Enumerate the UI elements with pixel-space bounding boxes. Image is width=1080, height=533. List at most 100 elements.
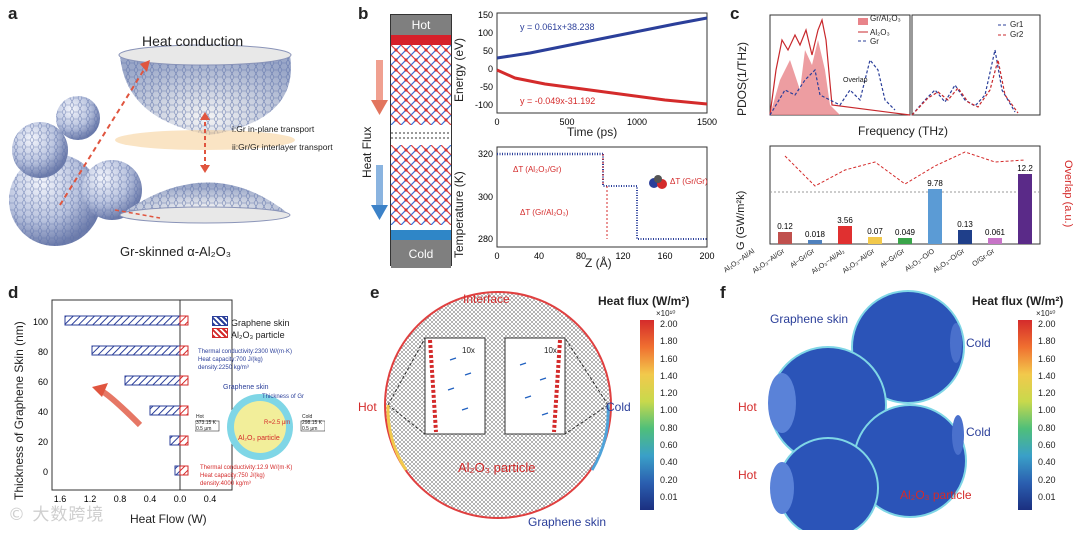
f-particle-label: Al₂O₃ particle: [900, 488, 972, 502]
thickness-ylabel: Thickness of Graphene Skin (nm): [12, 321, 26, 500]
al2o3-bar: [179, 345, 189, 356]
temperature-ylabel: Temperature (K): [452, 171, 466, 258]
heat-flow-xtick: 0.4: [144, 494, 157, 504]
dt-al2o3-gr: ΔT (Al₂O₃/Gr): [513, 165, 562, 174]
conductance-bar: [928, 189, 942, 244]
pdos-legend-gr2: Gr2: [1010, 30, 1024, 39]
category-label: Al₂O₃−Al/Gr: [751, 248, 787, 276]
al2o3-bar: [179, 315, 189, 326]
temperature-xtick: 200: [699, 251, 714, 261]
conductance-value: 0.049: [895, 228, 916, 237]
colorbar-tick: 0.01: [1038, 491, 1056, 502]
al2o3-bar: [179, 435, 189, 446]
fit-lower-label: y = -0.049x-31.192: [520, 96, 596, 106]
interlayer-label: ii:Gr/Gr interlayer transport: [232, 142, 333, 152]
conductance-bar: [838, 226, 852, 244]
lattice: [391, 45, 451, 225]
f-colorbar-ticks: 2.00 1.80 1.60 1.40 1.20 1.00 0.80 0.60 0.40 0.20…: [1038, 316, 1056, 506]
e-particle-label: Al₂O₃ particle: [458, 460, 536, 475]
conductance-bar: [808, 240, 822, 244]
e-hot-label: Hot: [358, 400, 377, 414]
energy-xtick: 1500: [697, 117, 717, 127]
heat-flow-xtick: 0.8: [114, 494, 127, 504]
inset-red-text: Thermal conductivity:12.9 W/(m·K) Heat ca…: [200, 465, 293, 487]
graphene-bar: [64, 315, 181, 326]
conductance-bar: [958, 230, 972, 244]
legend-graphene: Graphene skin: [212, 316, 290, 328]
e-colorbar: [640, 320, 654, 510]
md-cell: Hot Cold: [390, 14, 452, 268]
colorbar-tick: 1.80: [660, 336, 678, 347]
inset-cold: Cold 298.15 K 0.5 μm: [302, 414, 323, 432]
heat-flow-xtick: 0.4: [204, 494, 217, 504]
z-xlabel: Z (Å): [585, 256, 612, 270]
category-label: Al−Gr/Gr: [879, 248, 907, 270]
energy-upper-series: [496, 16, 708, 60]
inset-particle: [195, 394, 325, 460]
colorbar-tick: 0.80: [1038, 422, 1056, 433]
colorbar-tick: 1.40: [660, 370, 678, 381]
heat-flux-label: Heat Flux: [360, 126, 374, 178]
f-hot-label-1: Hot: [738, 400, 757, 414]
al2o3-bar: [179, 465, 189, 476]
panel-f-letter: f: [720, 283, 726, 302]
conductance-value: 0.018: [805, 230, 826, 239]
category-label: Al₂O₃−O/Gr: [932, 248, 967, 275]
conductance-value: 3.56: [837, 216, 853, 225]
f-colorbar: [1018, 320, 1032, 510]
panel-b-letter: b: [358, 4, 369, 23]
colorbar-tick: 1.60: [660, 353, 678, 364]
conductance-value: 0.07: [867, 227, 883, 236]
category-label: Al₂O₃−Al/Al: [722, 248, 757, 275]
cold-label: Cold: [391, 240, 451, 268]
panel-d-letter: d: [8, 283, 19, 302]
pdos-legend-gr1: Gr1: [1010, 20, 1024, 29]
g-ylabel: G (GW/m²k): [735, 190, 747, 250]
conductance-bar: [778, 232, 792, 244]
energy-xtick: 500: [559, 117, 574, 127]
heat-flow-chart: 100 80 60 40 20 0 1.6 1.2 0.8 0.4 0.0 0.4: [33, 299, 233, 504]
energy-xtick: 1000: [627, 117, 647, 127]
energy-lower-series: [496, 68, 708, 106]
colorbar-tick: 0.01: [660, 491, 678, 502]
graphene-bar: [174, 465, 181, 476]
overlap-annotation: Overlap: [843, 77, 868, 84]
energy-ylabel: Energy (eV): [452, 37, 466, 102]
panel-a-letter: a: [8, 4, 18, 23]
energy-ytick: -50: [480, 82, 493, 92]
in-plane-label: i:Gr in-plane transport: [232, 124, 315, 134]
colorbar-tick: 1.80: [1038, 336, 1056, 347]
inset-hot: Hot 373.15 K 0.5 μm: [196, 414, 217, 432]
conductance-value: 0.061: [985, 228, 1006, 237]
overlap-ylabel: Overlap (a.u.): [1062, 160, 1074, 228]
category-label: Al−Gr/Gr: [789, 248, 817, 270]
panel-c-letter: c: [730, 4, 740, 23]
conductance-bar: [868, 237, 882, 244]
temperature-xtick: 40: [534, 251, 544, 261]
f-hot-label-2: Hot: [738, 468, 757, 482]
graphene-bar: [124, 375, 181, 386]
hot-label: Hot: [391, 15, 451, 35]
panel-e-letter: e: [370, 283, 380, 302]
f-cold-label-1: Cold: [966, 336, 991, 350]
category-labels: Al₂O₃−Al/Al Al₂O₃−Al/Gr Al−Gr/Gr Al₂O₃−Al/A…: [722, 248, 1042, 288]
fem-mesh: [384, 291, 612, 519]
dt-gr-al2o3: ΔT (Gr/Al₂O₃): [520, 208, 569, 217]
gr-skinned-label: Gr-skinned α-Al₂O₃: [120, 244, 232, 259]
graphene-bar: [149, 405, 181, 416]
colorbar-tick: 0.20: [660, 474, 678, 485]
interface-label: Interface: [463, 292, 510, 306]
colorbar-tick: 1.00: [1038, 405, 1056, 416]
inset-blue-text: Thermal conductivity:2300 W/(m·K) Heat ca…: [198, 349, 293, 371]
energy-xtick: 0: [494, 117, 499, 127]
panel-a-illustration: [9, 44, 295, 246]
conductance-bar: [988, 238, 1002, 244]
temperature-ytick: 300: [478, 192, 493, 202]
conductance-value: 0.12: [777, 222, 793, 231]
heat-flow-xtick: 0.0: [174, 494, 187, 504]
e-colorbar-exp: ×10¹⁰: [656, 309, 676, 318]
colorbar-tick: 0.40: [660, 457, 678, 468]
frequency-xlabel: Frequency (THz): [858, 124, 949, 138]
colorbar-tick: 2.00: [660, 319, 678, 329]
